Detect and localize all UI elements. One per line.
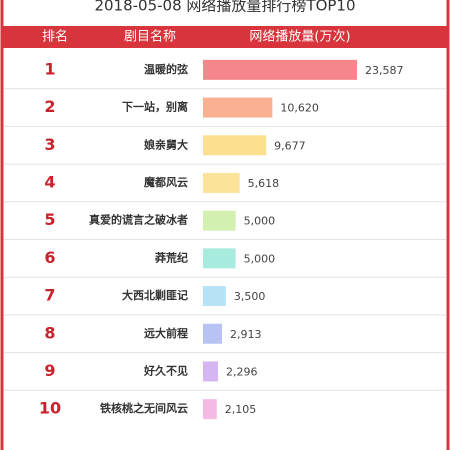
drama-name: 莽荒纪 bbox=[154, 250, 188, 264]
value-label: 2,296 bbox=[226, 365, 258, 378]
rank: 8 bbox=[44, 323, 55, 342]
rank: 2 bbox=[44, 97, 55, 116]
drama-name: 魔都风云 bbox=[144, 175, 188, 189]
drama-name: 温暖的弦 bbox=[144, 62, 188, 76]
bar bbox=[203, 399, 217, 420]
rank: 10 bbox=[39, 399, 61, 418]
value-label: 5,618 bbox=[248, 177, 280, 190]
header-rank: 排名 bbox=[42, 29, 68, 45]
bar bbox=[203, 135, 267, 156]
header-row bbox=[3, 26, 447, 48]
header-value: 网络播放量(万次) bbox=[249, 29, 350, 45]
bar bbox=[203, 97, 273, 118]
value-label: 2,105 bbox=[225, 403, 257, 416]
bar bbox=[203, 172, 240, 193]
bar bbox=[203, 248, 236, 269]
rank: 4 bbox=[44, 172, 55, 191]
value-label: 5,000 bbox=[244, 252, 275, 265]
rank: 3 bbox=[44, 135, 55, 154]
rank: 5 bbox=[44, 210, 55, 229]
bar bbox=[203, 323, 223, 344]
value-label: 3,500 bbox=[234, 290, 265, 303]
drama-name: 下一站，别离 bbox=[122, 100, 188, 114]
value-label: 9,677 bbox=[274, 139, 306, 152]
bar bbox=[203, 210, 236, 231]
drama-name: 远大前程 bbox=[144, 326, 188, 340]
rank: 1 bbox=[44, 59, 55, 78]
chart-title: 2018-05-08 网络播放量排行榜TOP10 bbox=[94, 0, 355, 15]
value-label: 23,587 bbox=[365, 64, 404, 77]
drama-name: 好久不见 bbox=[143, 363, 188, 377]
drama-name: 大西北剿匪记 bbox=[122, 288, 188, 302]
bar bbox=[203, 59, 357, 80]
value-label: 2,913 bbox=[230, 328, 262, 341]
value-label: 5,000 bbox=[244, 215, 275, 228]
value-label: 10,620 bbox=[280, 102, 319, 115]
drama-name: 娘亲舅大 bbox=[144, 137, 188, 151]
bar bbox=[203, 286, 226, 307]
rank: 9 bbox=[44, 361, 55, 380]
drama-name: 真爱的谎言之破冰者 bbox=[89, 213, 188, 227]
drama-name: 铁核桃之无间风云 bbox=[100, 401, 188, 415]
rank: 7 bbox=[44, 286, 55, 305]
header-name: 剧目名称 bbox=[124, 29, 176, 45]
rank: 6 bbox=[44, 248, 55, 267]
bar bbox=[203, 361, 218, 382]
